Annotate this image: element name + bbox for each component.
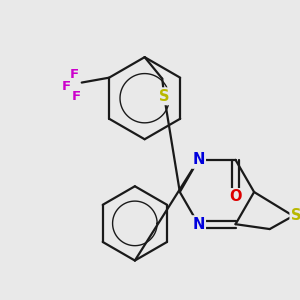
Text: F: F xyxy=(69,68,79,81)
Text: F: F xyxy=(61,80,71,93)
Text: O: O xyxy=(229,190,242,205)
Text: S: S xyxy=(159,89,169,104)
Text: S: S xyxy=(291,208,300,224)
Text: N: N xyxy=(192,217,205,232)
Text: N: N xyxy=(192,152,205,167)
Text: F: F xyxy=(71,90,80,103)
